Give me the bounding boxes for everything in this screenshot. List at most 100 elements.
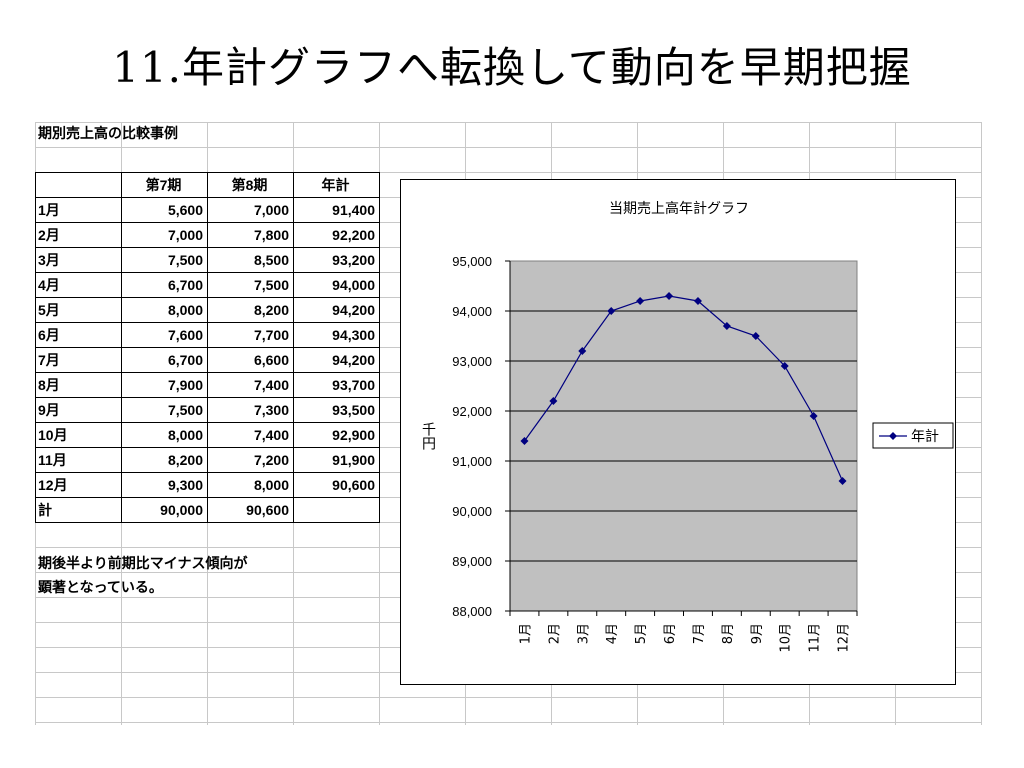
table-value-cell[interactable]: 6,700 [167, 277, 203, 293]
chart-title: 当期売上高年計グラフ [609, 200, 749, 216]
table-value-cell[interactable]: 93,700 [332, 377, 375, 393]
chart-area[interactable]: 当期売上高年計グラフ 88,000 89,000 90,000 91,000 92,000… [400, 179, 956, 685]
table-row-label[interactable]: 4月 [38, 277, 60, 293]
y-tick-label: 94,000 [452, 304, 492, 319]
table-value-cell[interactable]: 94,200 [332, 352, 375, 368]
table-value-cell[interactable]: 7,200 [253, 452, 289, 468]
x-tick-label: 3月 [576, 623, 591, 644]
table-value-cell[interactable]: 91,400 [332, 202, 375, 218]
x-tick-label: 12月 [837, 623, 852, 653]
table-value-cell[interactable]: 7,000 [167, 227, 203, 243]
series-line-annual-total [523, 295, 844, 482]
x-tick-label: 4月 [605, 623, 620, 644]
table-value-cell[interactable]: 94,300 [332, 327, 375, 343]
table-row-label[interactable]: 3月 [38, 252, 60, 268]
table-value-cell[interactable]: 7,900 [167, 377, 203, 393]
plot-area [509, 260, 858, 612]
table-value-cell[interactable]: 92,900 [332, 427, 375, 443]
table-value-cell[interactable]: 93,200 [332, 252, 375, 268]
data-point-marker [751, 332, 760, 340]
table-row-label[interactable]: 1月 [38, 202, 60, 218]
table-value-cell[interactable]: 8,200 [253, 302, 289, 318]
table-value-cell[interactable]: 7,500 [167, 252, 203, 268]
table-header-cell[interactable]: 第8期 [231, 177, 268, 193]
table-row-label[interactable]: 6月 [38, 327, 60, 343]
table-value-cell[interactable]: 93,500 [332, 402, 375, 418]
table-value-cell[interactable]: 90,600 [332, 477, 375, 493]
table-value-cell[interactable]: 7,000 [253, 202, 289, 218]
data-point-marker [636, 297, 645, 305]
table-value-cell[interactable]: 91,900 [332, 452, 375, 468]
y-tick-label: 95,000 [452, 254, 492, 269]
annual-total-line-chart: 当期売上高年計グラフ 88,000 89,000 90,000 91,000 92,000… [420, 200, 954, 653]
data-point-marker [809, 412, 818, 420]
legend-marker [889, 432, 897, 440]
table-value-cell[interactable]: 6,600 [253, 352, 289, 368]
table-row-label[interactable]: 10月 [38, 427, 68, 443]
y-axis-label: 千円 [420, 422, 436, 451]
table-value-cell[interactable]: 7,800 [253, 227, 289, 243]
table-row-label[interactable]: 11月 [38, 452, 67, 468]
data-point-marker [549, 397, 558, 405]
slide-title: 11.年計グラフへ転換して動向を早期把握 [112, 43, 912, 92]
table-value-cell[interactable]: 7,400 [253, 377, 289, 393]
table-value-cell[interactable]: 7,300 [253, 402, 289, 418]
data-point-marker [838, 477, 847, 485]
data-point-marker [780, 362, 789, 370]
x-tick-label: 10月 [779, 623, 794, 653]
table-value-cell[interactable]: 8,000 [167, 302, 203, 318]
x-tick-label: 9月 [750, 623, 765, 644]
table-value-cell[interactable]: 8,500 [253, 252, 289, 268]
table-value-cell[interactable]: 92,200 [332, 227, 375, 243]
table-value-cell[interactable]: 94,200 [332, 302, 375, 318]
table-value-cell[interactable]: 7,600 [167, 327, 203, 343]
data-point-marker [665, 292, 674, 300]
analysis-note: 期後半より前期比マイナス傾向が 顕著となっている。 [38, 552, 247, 600]
table-total-cell[interactable]: 90,000 [160, 502, 203, 518]
table-value-cell[interactable]: 8,000 [167, 427, 203, 443]
table-value-cell[interactable]: 7,500 [167, 402, 203, 418]
table-row-label[interactable]: 5月 [38, 302, 60, 318]
table-value-cell[interactable]: 7,400 [253, 427, 289, 443]
table-value-cell[interactable]: 6,700 [167, 352, 203, 368]
x-tick-label: 11月 [808, 623, 823, 653]
table-value-cell[interactable]: 7,700 [253, 327, 289, 343]
table-value-cell[interactable]: 5,600 [167, 202, 203, 218]
x-tick-label: 1月 [518, 623, 533, 644]
x-tick-label: 6月 [663, 623, 678, 644]
table-value-cell[interactable]: 9,300 [167, 477, 203, 493]
table-row-label[interactable]: 12月 [38, 477, 68, 493]
data-point-marker [693, 297, 702, 305]
spreadsheet: 期別売上高の比較事例 第7期 第8期 年計 1月 5,600 7,000 91,400 2月 7… [35, 122, 982, 725]
table-total-cell[interactable]: 90,600 [246, 502, 289, 518]
data-point-marker [578, 347, 587, 355]
x-tick-label: 8月 [721, 623, 736, 644]
y-tick-label: 92,000 [452, 404, 492, 419]
table-header-cell[interactable]: 年計 [321, 177, 350, 193]
table-row-label[interactable]: 8月 [38, 377, 60, 393]
x-tick-label: 2月 [547, 623, 562, 644]
table-row-label[interactable]: 9月 [38, 402, 60, 418]
data-point-marker [520, 437, 529, 445]
y-tick-label: 88,000 [452, 604, 492, 619]
table-total-cell[interactable] [296, 498, 375, 522]
data-point-marker [607, 307, 616, 315]
table-header-cell[interactable]: 第7期 [145, 177, 182, 193]
legend-box [872, 422, 954, 449]
x-tick-label: 5月 [634, 623, 649, 644]
y-tick-label: 90,000 [452, 504, 492, 519]
table-row-label[interactable]: 7月 [38, 352, 60, 368]
table-title: 期別売上高の比較事例 [38, 126, 178, 142]
table-header-cell[interactable] [38, 173, 117, 197]
table-value-cell[interactable]: 8,200 [167, 452, 203, 468]
table-value-cell[interactable]: 7,500 [253, 277, 289, 293]
table-value-cell[interactable]: 8,000 [253, 477, 289, 493]
table-row-label[interactable]: 2月 [38, 227, 60, 243]
legend-label: 年計 [911, 429, 939, 445]
y-tick-label: 89,000 [452, 554, 492, 569]
table-value-cell[interactable]: 94,000 [332, 277, 375, 293]
x-tick-label: 7月 [692, 623, 707, 644]
analysis-note-line-2: 顕著となっている。 [38, 580, 163, 596]
table-total-label[interactable]: 計 [38, 502, 52, 518]
y-tick-label: 93,000 [452, 354, 492, 369]
